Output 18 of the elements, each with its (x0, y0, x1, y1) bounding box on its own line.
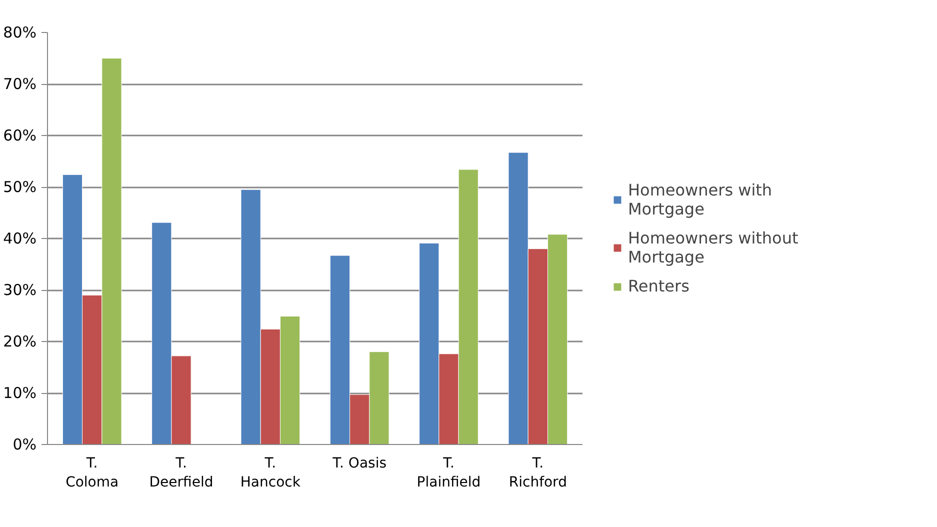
y-tick-label: 0% (12, 436, 36, 454)
x-tick-label: T. Oasis (332, 456, 387, 472)
x-tick-label: T. Plainfield (416, 456, 481, 491)
y-tick-label: 10% (3, 384, 37, 402)
y-tick-label: 40% (3, 230, 37, 248)
x-tick-label: T. Coloma (66, 456, 119, 491)
x-tick-label: T. Richford (508, 456, 567, 491)
legend-label: Renters (628, 276, 690, 296)
y-tick-label: 50% (3, 178, 37, 196)
legend-label: Homeowners with Mortgage (628, 180, 772, 218)
y-tick-label: 60% (3, 126, 37, 144)
x-tick-label: T. Deerfield (149, 456, 214, 491)
legend-label: Homeowners without Mortgage (628, 228, 798, 266)
y-tick-label: 80% (3, 24, 37, 42)
y-tick-label: 70% (3, 75, 37, 93)
y-tick-label: 30% (3, 281, 37, 299)
x-tick-label: T. Hancock (240, 456, 302, 491)
y-tick-label: 20% (3, 332, 37, 350)
